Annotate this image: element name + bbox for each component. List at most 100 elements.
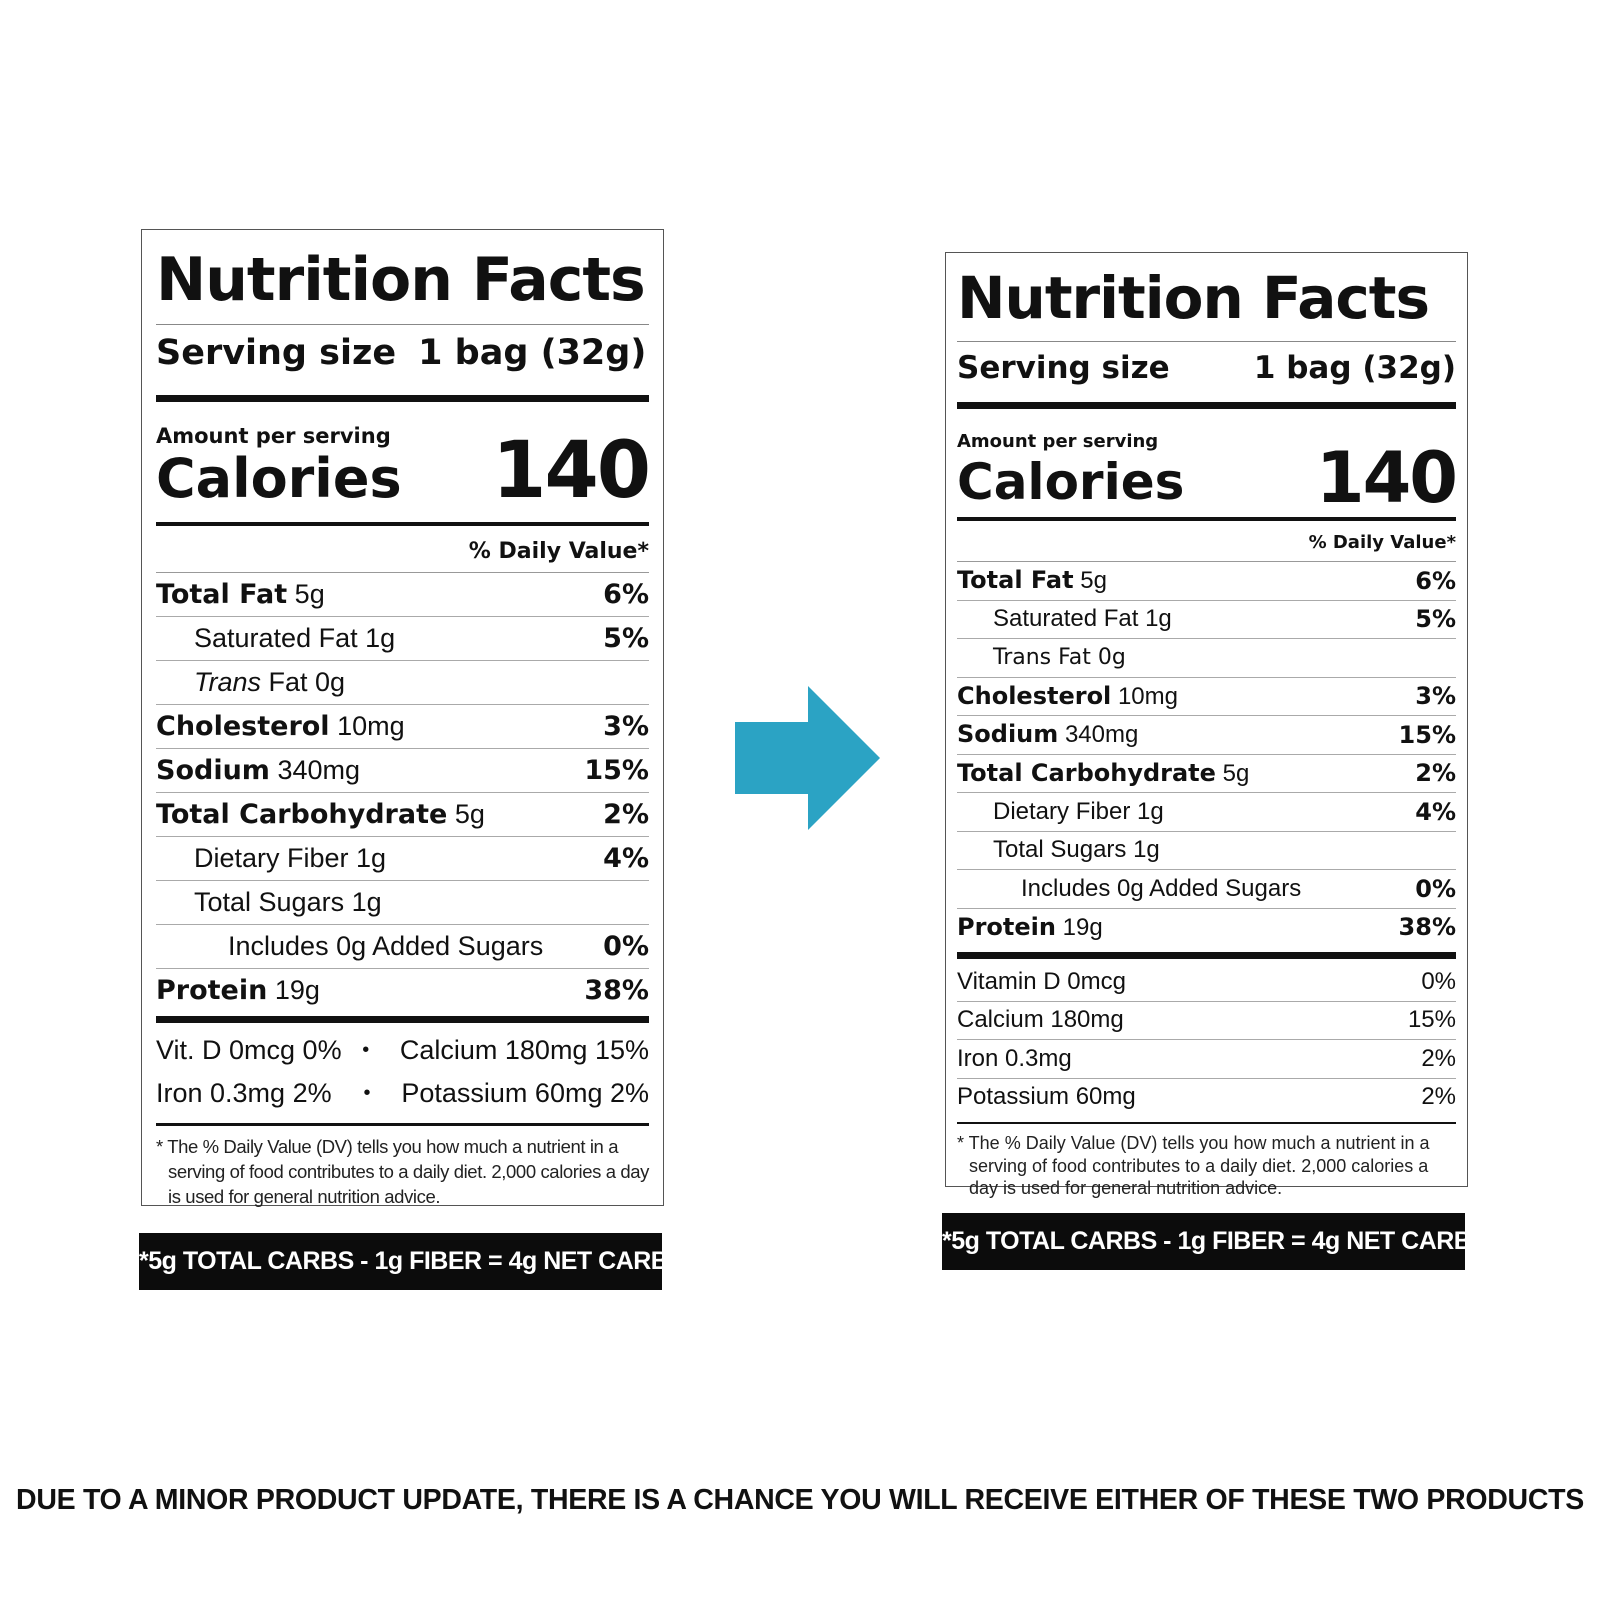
mineral-pct: 15% (1407, 1006, 1456, 1034)
mineral-pct: 2% (1421, 1044, 1456, 1072)
nutrient-pct: 4% (603, 843, 649, 874)
footnote: * The % Daily Value (DV) tells you how m… (156, 1136, 649, 1207)
nutrient-row-total-sugars: Total Sugars 1g (156, 881, 649, 925)
nutrient-row-saturated-fat: Saturated Fat 1g 5% (957, 601, 1456, 639)
nutrient-pct: 15% (1398, 720, 1456, 749)
right-arrow-icon (735, 686, 880, 830)
nutrient-amount: 5g (294, 579, 325, 609)
mineral-row-vitamin-d: Vitamin D 0mcg 0% (957, 963, 1456, 1002)
thick-divider (156, 395, 649, 402)
nutrient-row-cholesterol: Cholesterol 10mg 3% (156, 705, 649, 749)
nutrient-row-dietary-fiber: Dietary Fiber 1g 4% (156, 837, 649, 881)
nutrient-name: Saturated Fat 1g (194, 623, 396, 653)
iron-text: Iron 0.3mg 2% (156, 1078, 332, 1108)
nutrient-pct: 15% (584, 755, 649, 786)
product-update-notice: DUE TO A MINOR PRODUCT UPDATE, THERE IS … (16, 1484, 1584, 1516)
nutrient-row-saturated-fat: Saturated Fat 1g 5% (156, 617, 649, 661)
nutrient-pct: 6% (603, 579, 649, 610)
nutrient-pct: 3% (1415, 682, 1456, 711)
nutrient-name: Cholesterol (957, 681, 1112, 710)
serving-size-row: Serving size 1 bag (32g) (957, 341, 1456, 394)
nutrient-pct: 2% (603, 799, 649, 830)
vitamins-block: Vit. D 0mcg 0% • Calcium 180mg 15% Iron … (156, 1023, 649, 1115)
nutrient-name: Total Sugars 1g (993, 836, 1160, 864)
calories-label: Calories (156, 447, 402, 510)
nutrient-name: Protein (957, 912, 1056, 941)
nutrient-name: Sodium (156, 755, 270, 786)
nutrition-facts-title: Nutrition Facts (156, 245, 646, 315)
nutrient-row-protein: Protein 19g 38% (957, 909, 1456, 947)
vitamin-d-text: Vit. D 0mcg 0% (156, 1035, 342, 1065)
nutrient-name: Total Fat (156, 579, 288, 610)
nutrient-amount: 19g (1062, 913, 1103, 941)
nutrient-row-sodium: Sodium 340mg 15% (156, 749, 649, 793)
nutrient-name: Includes 0g Added Sugars (1021, 874, 1302, 902)
bullet: • (363, 1082, 371, 1104)
nutrient-amount: 19g (274, 975, 320, 1005)
nutrient-name: Cholesterol (156, 711, 330, 742)
mineral-name: Calcium 180mg (957, 1006, 1124, 1034)
nutrient-row-cholesterol: Cholesterol 10mg 3% (957, 678, 1456, 716)
mineral-name: Potassium 60mg (957, 1083, 1136, 1111)
medium-divider (957, 517, 1456, 521)
serving-size-value: 1 bag (32g) (1253, 350, 1456, 386)
nutrient-amount: 5g (454, 799, 485, 829)
nutrient-pct: 0% (603, 931, 649, 962)
footnote-divider (156, 1123, 649, 1126)
serving-size-value: 1 bag (32g) (418, 333, 647, 373)
calories-label: Calories (957, 453, 1185, 511)
nutrient-pct: 38% (584, 975, 649, 1006)
old-nutrition-label: Nutrition Facts Serving size 1 bag (32g)… (141, 229, 664, 1207)
mineral-name: Vitamin D 0mcg (957, 967, 1126, 995)
mineral-name: Iron 0.3mg (957, 1044, 1072, 1072)
nutrient-amount: 5g (1080, 567, 1107, 595)
nutrient-name: Includes 0g Added Sugars (228, 931, 544, 961)
nutrient-name: Total Carbohydrate (156, 799, 448, 830)
nutrient-row-total-sugars: Total Sugars 1g (957, 832, 1456, 870)
thick-divider (957, 952, 1456, 959)
nutrient-row-sodium: Sodium 340mg 15% (957, 716, 1456, 755)
potassium-text: Potassium 60mg 2% (401, 1078, 649, 1108)
calcium-text: Calcium 180mg 15% (399, 1035, 649, 1065)
amount-per-serving: Amount per serving (957, 431, 1159, 452)
nutrient-pct: 3% (603, 711, 649, 742)
serving-size-row: Serving size 1 bag (32g) (156, 324, 649, 385)
mineral-pct: 2% (1421, 1083, 1456, 1111)
mineral-row-iron: Iron 0.3mg 2% (957, 1040, 1456, 1079)
calories-block: Amount per serving Calories 140 (156, 402, 651, 522)
vitamin-line: Vit. D 0mcg 0% • Calcium 180mg 15% (156, 1029, 649, 1072)
nutrient-name: Total Carbohydrate (957, 758, 1216, 787)
nutrient-name: Total Fat (957, 566, 1074, 595)
nutrient-row-added-sugars: Includes 0g Added Sugars 0% (156, 925, 649, 969)
nutrient-pct: 2% (1415, 759, 1456, 788)
nutrient-pct: 0% (1415, 874, 1456, 903)
nutrient-row-total-fat: Total Fat 5g 6% (156, 573, 649, 617)
calories-block: Amount per serving Calories 140 (957, 409, 1458, 517)
footnote: * The % Daily Value (DV) tells you how m… (957, 1133, 1430, 1198)
footnote-divider (957, 1122, 1456, 1124)
amount-per-serving: Amount per serving (156, 424, 391, 448)
nutrient-name: Total Sugars 1g (194, 887, 382, 917)
nutrient-pct: 6% (1415, 566, 1456, 595)
nutrient-row-protein: Protein 19g 38% (156, 969, 649, 1012)
nutrient-row-total-fat: Total Fat 5g 6% (957, 562, 1456, 601)
nutrient-name: Dietary Fiber 1g (993, 797, 1164, 825)
mineral-pct: 0% (1421, 967, 1456, 995)
nutrient-name: Sodium (957, 720, 1059, 749)
nutrient-amount: 340mg (277, 755, 361, 785)
medium-divider (156, 522, 649, 526)
nutrient-row-total-carbohydrate: Total Carbohydrate 5g 2% (156, 793, 649, 837)
mineral-row-potassium: Potassium 60mg 2% (957, 1079, 1456, 1117)
nutrient-amount: 10mg (1117, 682, 1178, 710)
new-nutrition-label: Nutrition Facts Serving size 1 bag (32g)… (945, 252, 1468, 1198)
calories-value: 140 (492, 426, 651, 516)
nutrition-facts-title: Nutrition Facts (957, 264, 1430, 332)
nutrient-row-trans-fat: Trans Fat 0g (156, 661, 649, 705)
vitamin-line: Iron 0.3mg 2% • Potassium 60mg 2% (156, 1072, 649, 1115)
nutrient-row-trans-fat: Trans Fat 0g (957, 639, 1456, 678)
trans-rest: Fat 0g (268, 667, 346, 697)
nutrient-pct: 4% (1415, 797, 1456, 826)
nutrient-amount: 10mg (337, 711, 405, 741)
nutrient-name: Saturated Fat 1g (993, 605, 1172, 633)
serving-size-label: Serving size (957, 350, 1170, 386)
